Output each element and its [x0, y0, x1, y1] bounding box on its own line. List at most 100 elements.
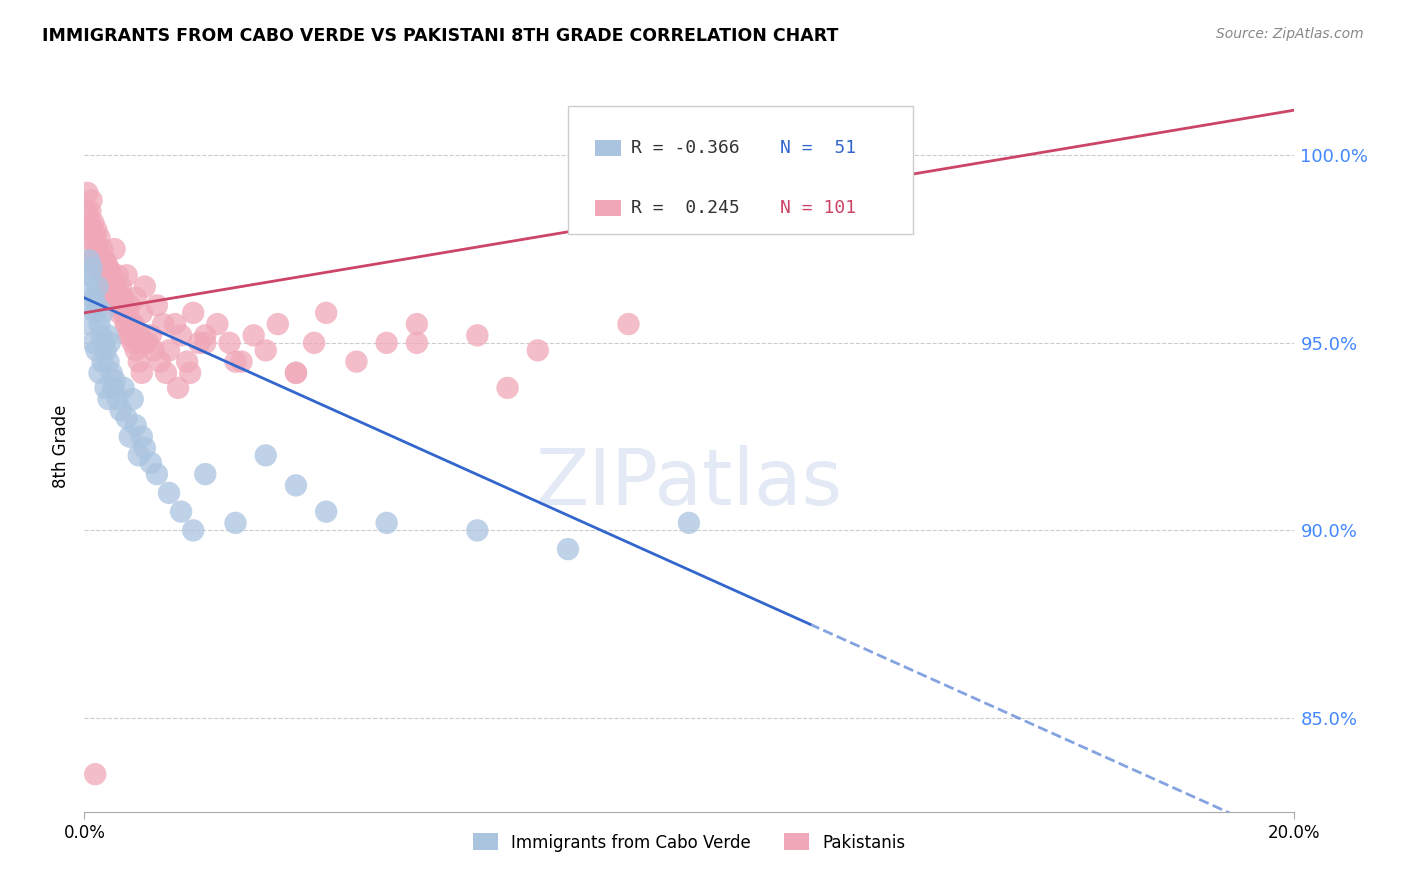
- Point: [96, 328, 118, 343]
- Point: [108, 306, 131, 320]
- Point: [97, 354, 120, 368]
- Point: [93, 253, 115, 268]
- Point: [100, 279, 122, 293]
- Point: [129, 328, 152, 343]
- Point: [179, 366, 201, 380]
- Point: [76, 317, 98, 331]
- Point: [121, 335, 143, 350]
- Point: [117, 306, 139, 320]
- Point: [149, 354, 172, 368]
- Point: [104, 373, 127, 387]
- Point: [103, 298, 125, 312]
- Point: [104, 279, 127, 293]
- Point: [89, 253, 111, 268]
- Point: [125, 291, 148, 305]
- Point: [100, 366, 122, 380]
- Point: [84, 306, 107, 320]
- Point: [157, 486, 180, 500]
- Point: [254, 343, 277, 358]
- Point: [165, 317, 187, 331]
- Point: [181, 306, 204, 320]
- Point: [82, 335, 104, 350]
- Point: [121, 392, 143, 406]
- Point: [76, 279, 98, 293]
- Point: [84, 231, 107, 245]
- Point: [77, 242, 100, 256]
- Point: [128, 335, 150, 350]
- Point: [131, 366, 153, 380]
- Point: [110, 403, 132, 417]
- Point: [557, 542, 579, 557]
- Point: [128, 449, 150, 463]
- Text: Source: ZipAtlas.com: Source: ZipAtlas.com: [1216, 27, 1364, 41]
- Point: [93, 335, 115, 350]
- Point: [254, 449, 277, 463]
- Point: [80, 223, 103, 237]
- Point: [94, 343, 117, 358]
- Y-axis label: 8th Grade: 8th Grade: [52, 404, 70, 488]
- Point: [112, 306, 135, 320]
- Point: [77, 253, 100, 268]
- Point: [97, 268, 120, 283]
- Point: [375, 516, 398, 530]
- Point: [207, 317, 229, 331]
- Point: [112, 381, 135, 395]
- Point: [146, 298, 169, 312]
- Point: [86, 260, 108, 275]
- Point: [406, 317, 429, 331]
- Point: [112, 291, 135, 305]
- Point: [176, 354, 198, 368]
- Point: [118, 429, 141, 443]
- Point: [527, 343, 550, 358]
- Text: R = -0.366: R = -0.366: [631, 139, 740, 157]
- Point: [79, 204, 101, 219]
- Point: [118, 328, 141, 343]
- Point: [107, 291, 129, 305]
- Point: [94, 253, 117, 268]
- Point: [104, 291, 127, 305]
- Text: N =  51: N = 51: [780, 139, 856, 157]
- Point: [125, 418, 148, 433]
- Point: [122, 317, 145, 331]
- Point: [91, 268, 114, 283]
- Point: [97, 392, 120, 406]
- Point: [98, 335, 121, 350]
- FancyBboxPatch shape: [568, 106, 912, 234]
- Point: [139, 456, 162, 470]
- Text: N = 101: N = 101: [780, 199, 856, 218]
- Point: [136, 335, 159, 350]
- Point: [107, 268, 129, 283]
- Point: [98, 268, 121, 283]
- Point: [89, 317, 111, 331]
- Point: [79, 298, 101, 312]
- Point: [134, 279, 156, 293]
- Point: [76, 204, 98, 219]
- Point: [375, 335, 398, 350]
- Point: [346, 354, 368, 368]
- Text: ZIPatlas: ZIPatlas: [536, 444, 842, 521]
- Point: [142, 343, 165, 358]
- Point: [139, 328, 162, 343]
- Point: [93, 253, 115, 268]
- FancyBboxPatch shape: [595, 140, 621, 156]
- Point: [188, 335, 211, 350]
- Point: [90, 260, 112, 275]
- Point: [76, 186, 98, 200]
- Point: [110, 279, 132, 293]
- Point: [315, 505, 337, 519]
- Point: [194, 335, 217, 350]
- Point: [170, 328, 193, 343]
- Point: [134, 335, 156, 350]
- Point: [242, 328, 264, 343]
- Point: [225, 354, 247, 368]
- Point: [86, 242, 108, 256]
- Point: [110, 298, 132, 312]
- Point: [98, 291, 121, 305]
- Point: [100, 268, 122, 283]
- Point: [103, 381, 125, 395]
- Point: [111, 298, 134, 312]
- Point: [218, 335, 240, 350]
- Point: [115, 317, 138, 331]
- Point: [146, 467, 169, 482]
- Point: [467, 328, 489, 343]
